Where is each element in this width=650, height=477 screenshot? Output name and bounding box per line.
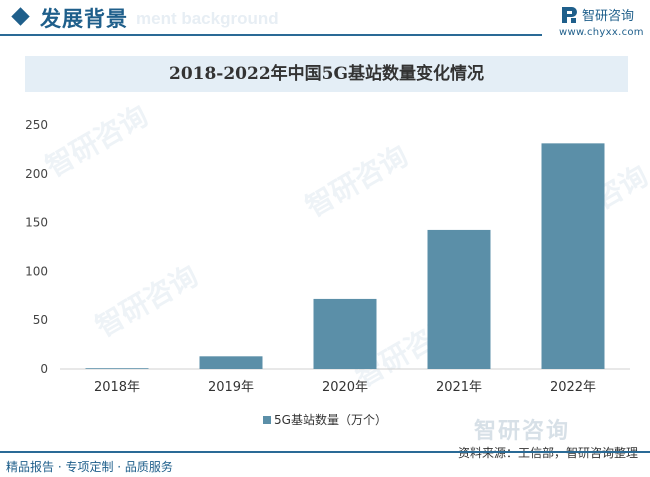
bottom-watermark: 智研咨询 [474, 419, 571, 444]
x-tick-label: 2021年 [436, 380, 482, 395]
x-tick-label: 2022年 [550, 380, 596, 395]
bar-chart: 0 50 100 150 200 250 2018年 2019年 2020年 2021年 2022年 [25, 118, 630, 395]
header-divider [0, 34, 542, 36]
bar [427, 229, 491, 369]
bar [313, 298, 377, 369]
y-tick-label: 150 [25, 216, 48, 230]
y-tick-label: 250 [25, 118, 48, 132]
brand-url: www.chyxx.com [559, 27, 644, 38]
x-tick-label: 2018年 [94, 380, 140, 395]
bar [541, 143, 605, 369]
header: 发展背景 ment background 智研咨询 www.chyxx.com [0, 0, 650, 40]
y-tick-label: 50 [33, 313, 48, 327]
chart-title: 2018-2022年中国5G基站数量变化情况 [168, 64, 485, 84]
footer-divider [0, 451, 650, 453]
section-title: 发展背景 [40, 7, 128, 31]
bar [85, 368, 149, 369]
y-tick-label: 200 [25, 167, 48, 181]
x-tick-label: 2019年 [208, 380, 254, 395]
legend-swatch [263, 416, 272, 424]
source-note: 资料来源：工信部，智研咨询整理 [457, 446, 638, 460]
header-watermark: ment background [136, 9, 279, 28]
brand-logo-icon [562, 7, 577, 23]
footer-slogan: 精品报告 · 专项定制 · 品质服务 [6, 460, 173, 474]
legend: 5G基站数量（万个） [0, 411, 650, 428]
chart-title-band: 2018-2022年中国5G基站数量变化情况 [25, 56, 628, 92]
y-tick-label: 100 [25, 264, 48, 278]
brand-name: 智研咨询 [582, 9, 635, 24]
legend-label: 5G基站数量（万个） [274, 413, 387, 427]
diamond-icon [11, 7, 30, 26]
x-tick-label: 2020年 [322, 380, 368, 395]
y-tick-label: 0 [40, 362, 48, 376]
bar [199, 356, 263, 369]
